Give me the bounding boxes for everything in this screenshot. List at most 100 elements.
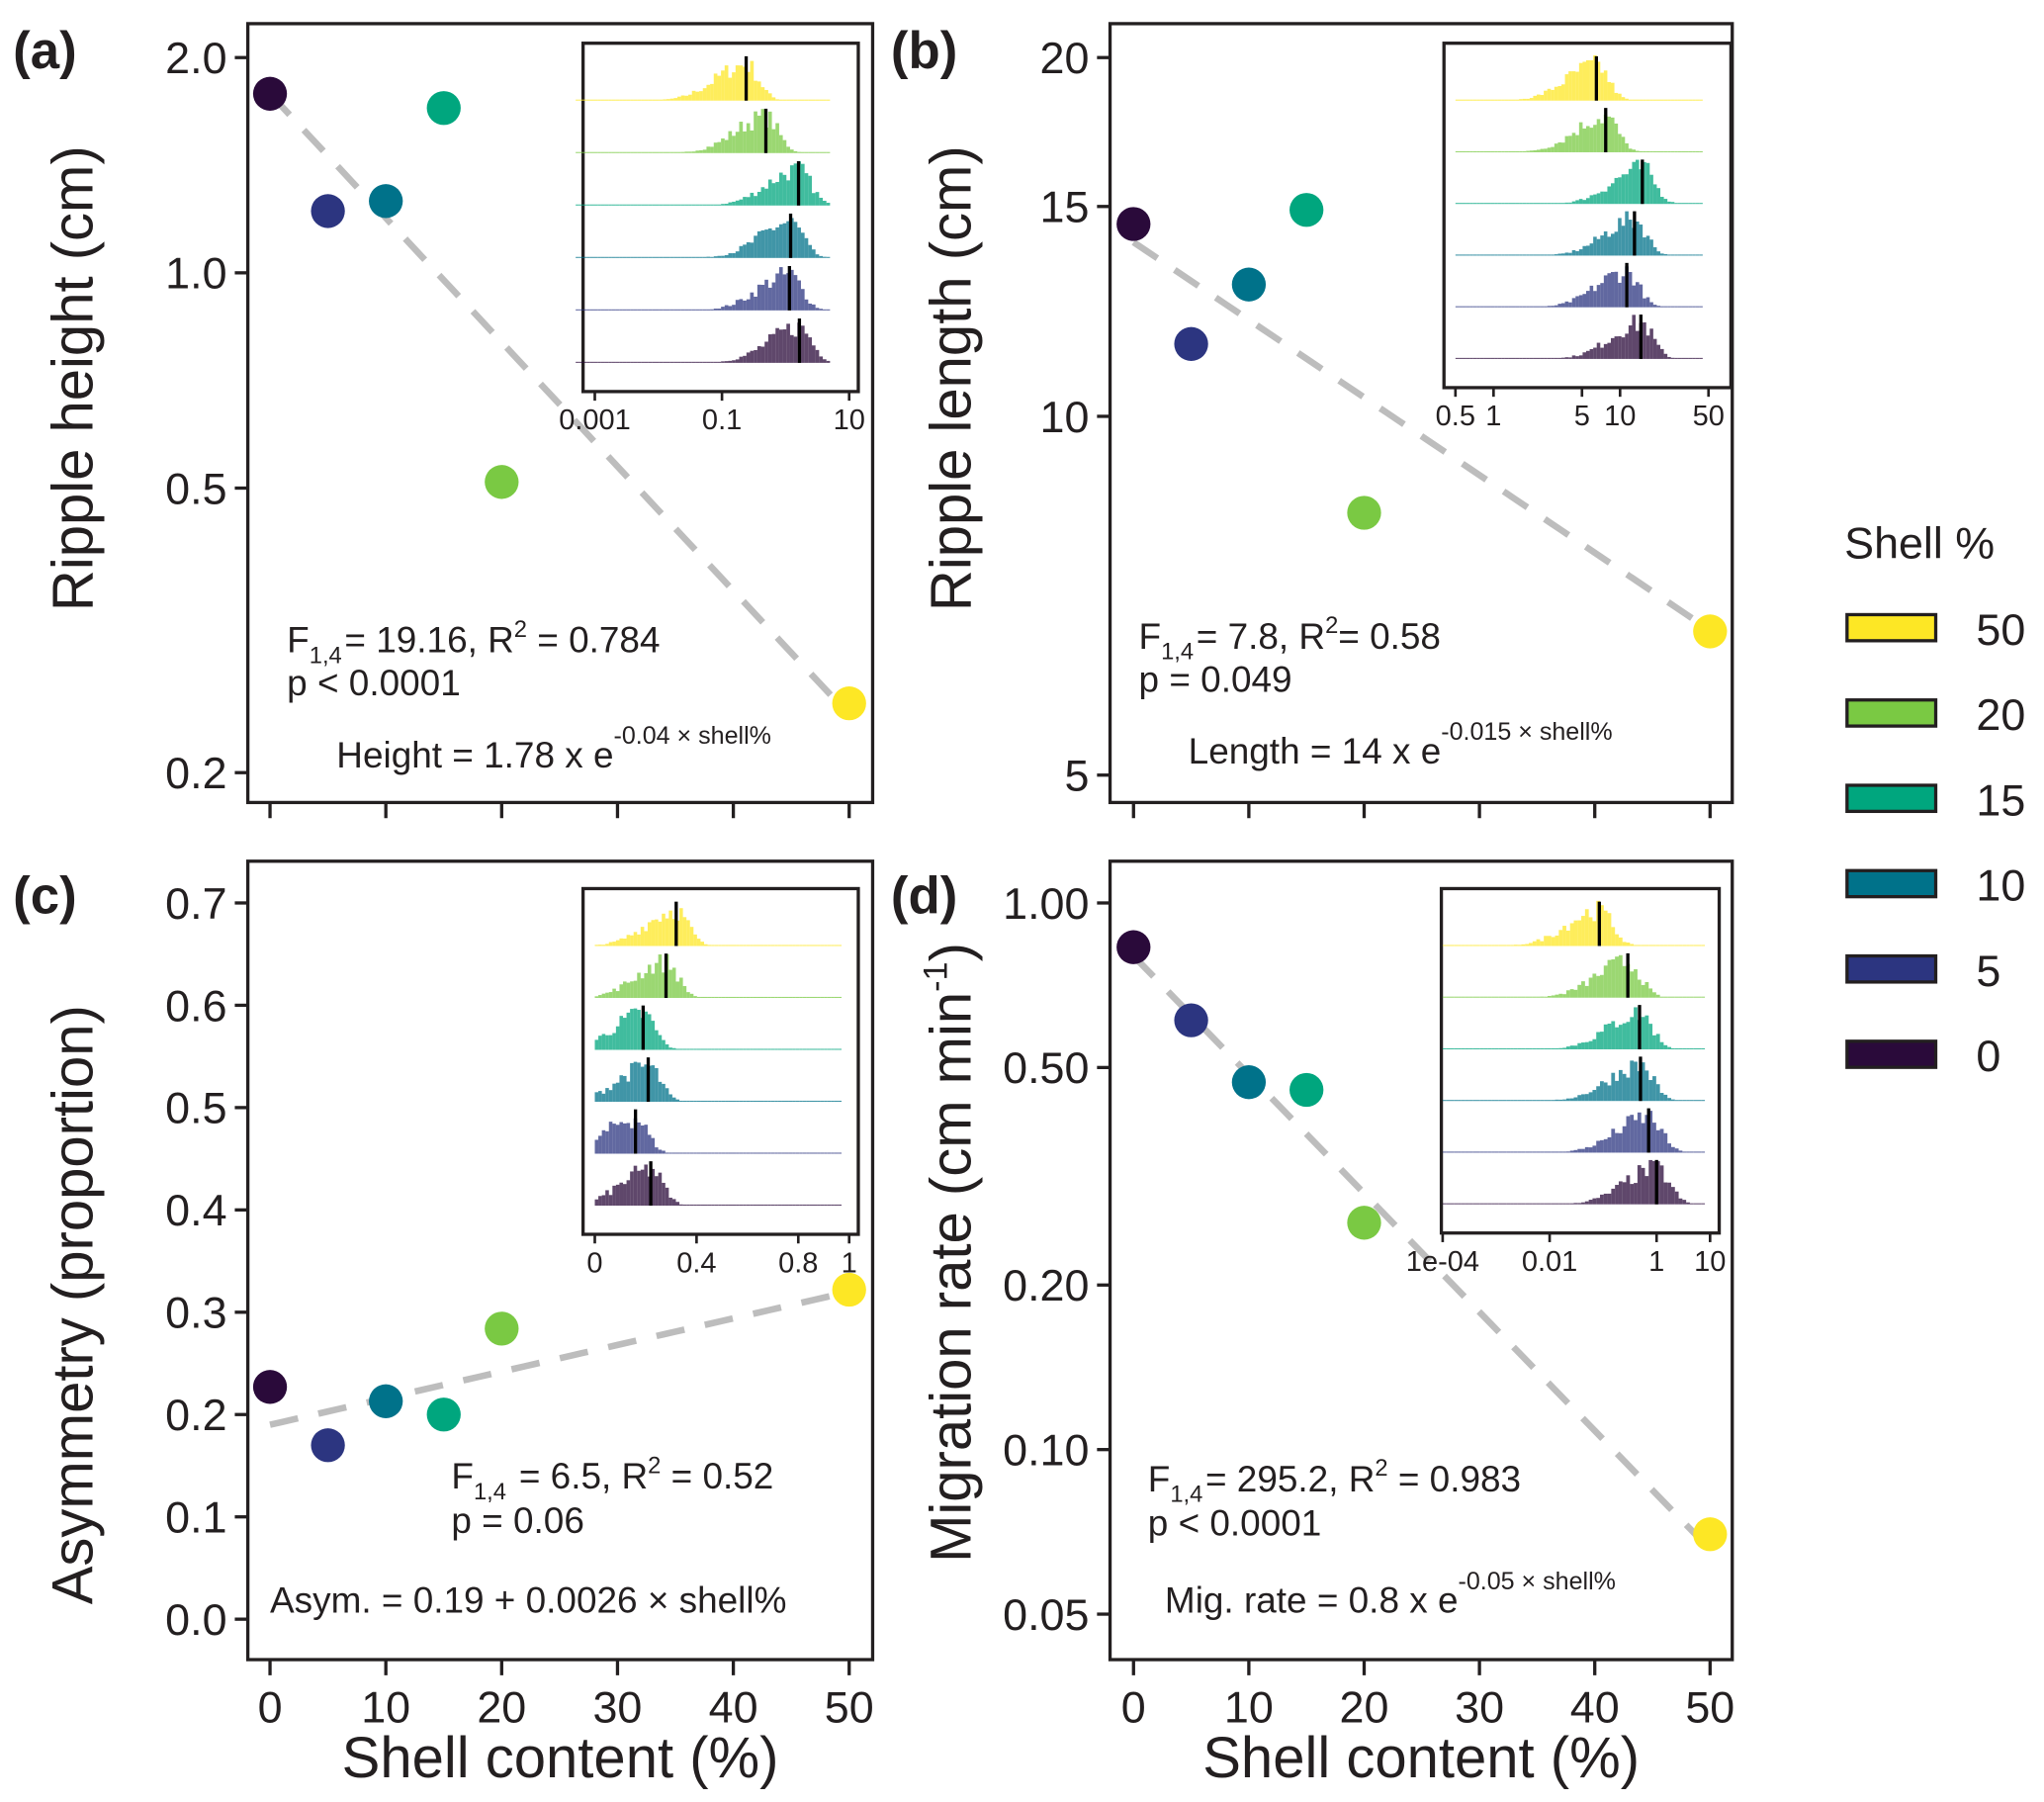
histogram-bar (679, 1204, 683, 1207)
histogram-bar (739, 945, 744, 946)
histogram-bar (605, 944, 609, 946)
histogram-bar (826, 360, 831, 363)
histogram-bar (826, 203, 831, 206)
histogram-bar (1487, 996, 1492, 998)
histogram-bar (1551, 146, 1555, 152)
data-point (252, 1370, 288, 1404)
stat-annotation: F1,4= 295.2, R2 = 0.983 (1148, 1456, 1521, 1507)
histogram-bar (784, 996, 789, 999)
histogram-bar (1689, 996, 1694, 998)
histogram-bar (746, 71, 751, 101)
histogram-bar (598, 995, 602, 999)
histogram-bar (586, 99, 590, 101)
y-tick-label: 0.5 (165, 463, 226, 513)
histogram-bar (688, 256, 692, 258)
histogram-bar (589, 204, 594, 206)
histogram-bar (1600, 1194, 1604, 1205)
histogram-bar (732, 1100, 737, 1103)
histogram-bar (608, 1195, 613, 1207)
histogram-bar (1483, 1203, 1488, 1205)
histogram-bar (706, 146, 711, 153)
histogram-bar (714, 1100, 719, 1103)
histogram-bar (1603, 191, 1608, 205)
histogram-bar (754, 349, 757, 363)
histogram-bar (743, 300, 747, 311)
histogram-bar (1462, 254, 1466, 256)
histogram-bar (781, 1048, 785, 1050)
histogram-bar (671, 919, 676, 946)
histogram-bar (612, 1124, 616, 1154)
histogram-bar (804, 151, 809, 153)
histogram-bar (652, 151, 656, 153)
y-tick-label: 15 (1040, 182, 1090, 232)
histogram-bar (763, 1204, 768, 1207)
histogram-bar (1494, 945, 1499, 946)
histogram-bar (626, 256, 631, 258)
histogram-bar (1547, 936, 1552, 946)
histogram-bar (1497, 99, 1502, 101)
histogram-bar (702, 204, 707, 206)
legend-key (1845, 698, 1938, 728)
histogram-bar (684, 256, 689, 258)
histogram-bar (623, 1184, 627, 1207)
histogram-bar (673, 204, 678, 206)
histogram-bar (739, 996, 744, 999)
histogram-bar (700, 1204, 704, 1207)
histogram-bar (1502, 996, 1507, 998)
histogram-bar (809, 1204, 814, 1207)
histogram-bar (1663, 1182, 1668, 1205)
histogram-bar (770, 1152, 775, 1154)
histogram-bar (1649, 328, 1653, 359)
histogram-bar (764, 341, 768, 363)
histogram-bar (793, 275, 798, 311)
y-tick-label: 0.3 (165, 1288, 226, 1338)
histogram-bar (1569, 1203, 1574, 1205)
histogram-bar (1486, 150, 1491, 152)
histogram-bar (1693, 1100, 1698, 1102)
histogram-bar (1465, 945, 1469, 946)
histogram-bar (1472, 1203, 1476, 1205)
histogram-bar (689, 927, 694, 946)
histogram-bar (693, 1152, 697, 1154)
histogram-bar (1540, 1151, 1545, 1153)
histogram-bar (630, 1171, 634, 1207)
histogram-bar (728, 1204, 733, 1207)
histogram-bar (808, 337, 812, 363)
histogram-bar (1568, 202, 1572, 205)
histogram-bar (655, 919, 659, 946)
histogram-bar (684, 95, 689, 101)
histogram-bar (1667, 996, 1671, 998)
histogram-bar (1571, 249, 1576, 256)
histogram-bar (1522, 306, 1527, 308)
histogram-bar (1469, 254, 1473, 256)
histogram-bar (669, 151, 674, 153)
data-point (1693, 614, 1728, 649)
histogram-bar (784, 1152, 789, 1154)
histogram-bar (1686, 1202, 1690, 1205)
histogram-bar (644, 1164, 648, 1207)
histogram-bar (1547, 88, 1552, 101)
histogram-bar (667, 204, 670, 206)
histogram-bar (665, 1187, 669, 1207)
histogram-bar (1655, 1129, 1660, 1153)
y-tick-label: 0.2 (165, 1390, 226, 1440)
histogram-bar (1459, 254, 1463, 256)
histogram-bar (1652, 1160, 1656, 1205)
histogram-bar (1455, 306, 1460, 308)
histogram-bar (788, 1100, 793, 1103)
histogram-bar (1603, 1082, 1608, 1102)
histogram-bar (1685, 357, 1689, 359)
histogram-bar (1577, 1148, 1582, 1153)
histogram-bar (746, 1204, 751, 1207)
histogram-bar (728, 306, 733, 311)
histogram-bar (1593, 194, 1597, 205)
histogram-bar (1459, 306, 1463, 308)
histogram-bar (1681, 150, 1686, 152)
histogram-bar (1645, 162, 1650, 205)
histogram-bar (1677, 150, 1682, 152)
p-value: p = 0.06 (451, 1500, 583, 1541)
histogram-bar (760, 187, 765, 206)
histogram-bar (1670, 99, 1675, 101)
histogram-bar (756, 346, 761, 363)
histogram-bar (668, 969, 672, 999)
